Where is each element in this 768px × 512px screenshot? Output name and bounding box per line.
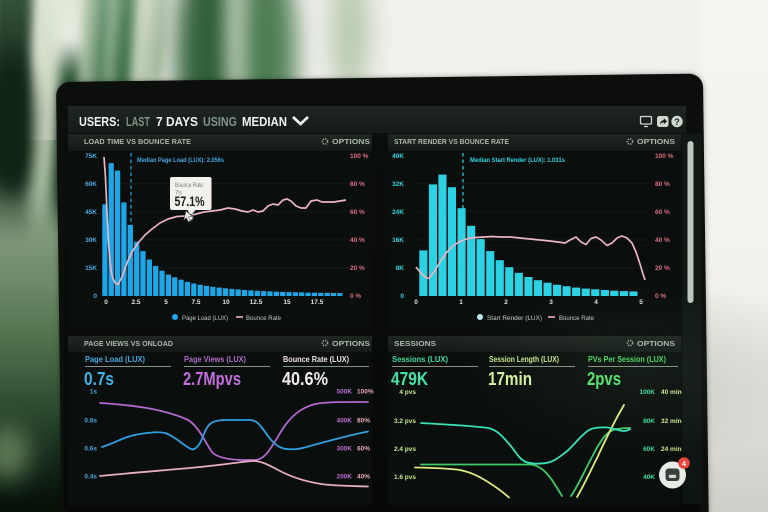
svg-text:40 min: 40 min (661, 389, 682, 396)
svg-text:Bounce Rate (LUX): Bounce Rate (LUX) (283, 355, 349, 364)
svg-text:0.7s: 0.7s (84, 369, 114, 389)
svg-text:100%: 100% (357, 389, 374, 396)
svg-text:2pvs: 2pvs (587, 369, 621, 389)
svg-text:15: 15 (283, 299, 291, 306)
svg-text:OPTIONS: OPTIONS (637, 137, 675, 146)
svg-text:USING: USING (203, 114, 237, 129)
svg-text:PVs Per Session (LUX): PVs Per Session (LUX) (588, 355, 666, 364)
svg-text:Start Render (LUX): Start Render (LUX) (487, 315, 542, 322)
svg-text:40 %: 40 % (350, 237, 365, 244)
svg-text:80%: 80% (357, 418, 370, 425)
svg-text:60 %: 60 % (655, 209, 670, 216)
svg-text:?: ? (674, 117, 680, 127)
svg-text:0: 0 (93, 293, 97, 300)
svg-text:20 %: 20 % (655, 265, 670, 272)
svg-text:5: 5 (164, 299, 168, 306)
svg-text:80 %: 80 % (655, 181, 670, 188)
svg-text:100 %: 100 % (655, 153, 674, 160)
svg-text:80K: 80K (643, 418, 655, 425)
svg-text:Bounce Rate: Bounce Rate (559, 315, 594, 322)
svg-text:MEDIAN: MEDIAN (242, 114, 287, 129)
svg-text:LAST: LAST (126, 114, 150, 129)
svg-text:40K: 40K (392, 153, 404, 160)
svg-text:Page Views (LUX): Page Views (LUX) (184, 355, 246, 364)
svg-text:24K: 24K (392, 209, 404, 216)
svg-text:60K: 60K (85, 181, 97, 188)
svg-text:16K: 16K (392, 237, 404, 244)
svg-text:0: 0 (400, 293, 404, 300)
svg-text:57.1%: 57.1% (175, 194, 205, 209)
svg-text:75K: 75K (85, 153, 97, 160)
svg-text:Bounce Rate: Bounce Rate (175, 182, 203, 189)
svg-text:400K: 400K (336, 418, 352, 425)
svg-text:32 min: 32 min (661, 418, 682, 425)
svg-text:4 pvs: 4 pvs (399, 389, 416, 396)
svg-text:OPTIONS: OPTIONS (332, 137, 370, 146)
svg-text:20 %: 20 % (350, 265, 365, 272)
svg-text:Median Start Render (LUX): 1.0: Median Start Render (LUX): 1.031s (470, 157, 565, 164)
svg-text:Page Load (LUX): Page Load (LUX) (182, 315, 228, 322)
svg-text:40%: 40% (357, 474, 370, 481)
svg-text:200K: 200K (336, 474, 352, 481)
svg-text:1s: 1s (90, 389, 98, 396)
svg-text:1: 1 (459, 299, 463, 306)
svg-text:0 %: 0 % (350, 293, 361, 300)
svg-text:32K: 32K (392, 181, 404, 188)
svg-text:500K: 500K (336, 389, 352, 396)
svg-text:5: 5 (639, 299, 643, 306)
svg-text:24 min: 24 min (661, 446, 682, 453)
svg-text:60 %: 60 % (350, 209, 365, 216)
svg-text:100 %: 100 % (350, 153, 369, 160)
svg-text:1.6 pvs: 1.6 pvs (394, 474, 416, 481)
svg-text:17.5: 17.5 (311, 299, 324, 306)
svg-text:40.6%: 40.6% (282, 369, 328, 389)
svg-text:2.4 pvs: 2.4 pvs (394, 446, 416, 453)
svg-text:100K: 100K (639, 389, 655, 396)
svg-text:7.5: 7.5 (191, 299, 200, 306)
svg-text:7 DAYS: 7 DAYS (156, 114, 198, 129)
svg-text:SESSIONS: SESSIONS (394, 339, 436, 348)
svg-text:7s: 7s (175, 190, 183, 197)
svg-text:15K: 15K (85, 265, 97, 272)
svg-text:10: 10 (222, 299, 230, 306)
svg-text:0: 0 (414, 299, 418, 306)
svg-text:3: 3 (549, 299, 553, 306)
svg-text:8K: 8K (396, 265, 405, 272)
svg-text:2: 2 (504, 299, 508, 306)
svg-text:0 %: 0 % (655, 293, 666, 300)
svg-text:300K: 300K (336, 446, 352, 453)
svg-text:60K: 60K (643, 446, 655, 453)
svg-text:40K: 40K (643, 474, 655, 481)
svg-text:0.4s: 0.4s (84, 474, 97, 481)
svg-text:USERS:: USERS: (79, 114, 120, 129)
svg-text:Page Load (LUX): Page Load (LUX) (85, 355, 145, 364)
svg-text:40 %: 40 % (655, 237, 670, 244)
svg-text:60%: 60% (357, 446, 370, 453)
svg-text:0.6s: 0.6s (84, 446, 97, 453)
svg-text:2.5: 2.5 (131, 299, 140, 306)
svg-text:0: 0 (104, 299, 108, 306)
svg-text:0.8s: 0.8s (84, 418, 97, 425)
svg-text:17min: 17min (488, 369, 532, 389)
svg-text:479K: 479K (391, 369, 428, 389)
svg-text:4: 4 (682, 459, 687, 468)
svg-text:PAGE VIEWS VS ONLOAD: PAGE VIEWS VS ONLOAD (84, 339, 174, 348)
svg-text:2.7Mpvs: 2.7Mpvs (183, 369, 241, 389)
svg-text:Sessions (LUX): Sessions (LUX) (392, 355, 448, 364)
svg-text:Bounce Rate: Bounce Rate (246, 315, 281, 322)
svg-text:12.5: 12.5 (250, 299, 263, 306)
svg-text:3.2 pvs: 3.2 pvs (394, 418, 416, 425)
svg-text:4: 4 (594, 299, 598, 306)
svg-text:OPTIONS: OPTIONS (332, 339, 370, 348)
svg-text:30K: 30K (85, 237, 97, 244)
svg-text:OPTIONS: OPTIONS (637, 339, 675, 348)
svg-text:START RENDER VS BOUNCE RATE: START RENDER VS BOUNCE RATE (394, 137, 509, 146)
svg-text:Median Page Load (LUX): 2.056s: Median Page Load (LUX): 2.056s (137, 157, 224, 164)
svg-text:80 %: 80 % (350, 181, 365, 188)
svg-text:Session Length (LUX): Session Length (LUX) (489, 355, 559, 364)
svg-text:LOAD TIME VS BOUNCE RATE: LOAD TIME VS BOUNCE RATE (84, 137, 191, 146)
svg-text:45K: 45K (85, 209, 97, 216)
